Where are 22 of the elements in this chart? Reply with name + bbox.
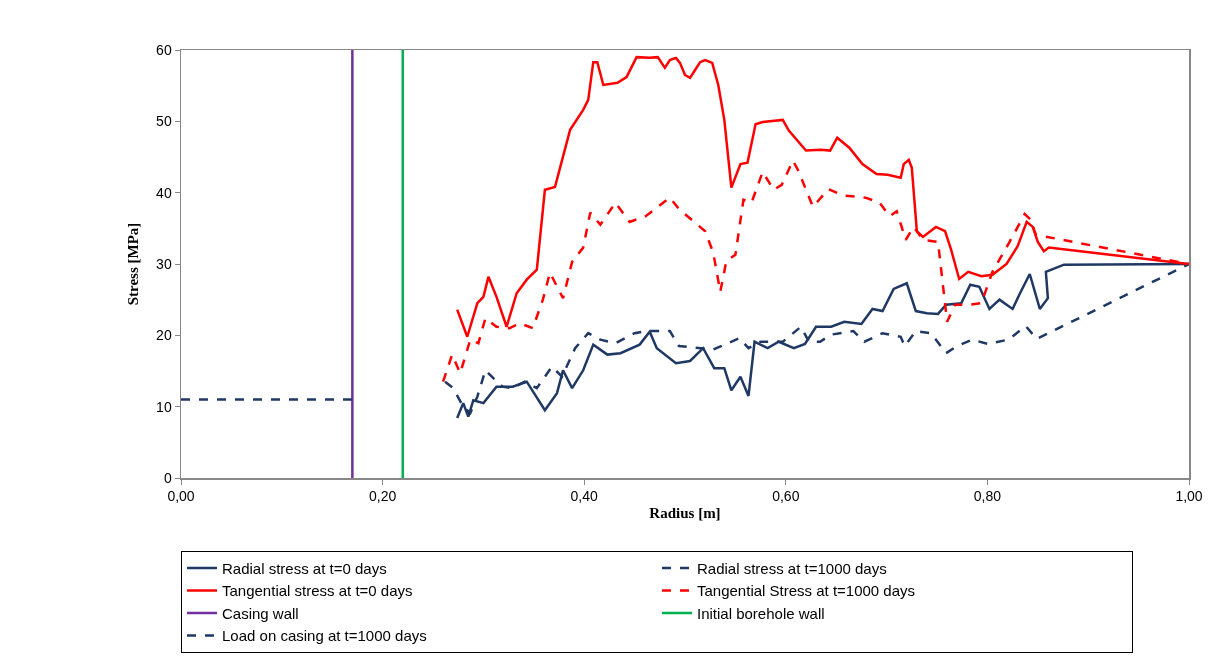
x-tick-label: 0,40 (570, 488, 599, 505)
legend-label: Radial stress at t=0 days (222, 559, 387, 577)
legend-label: Tangential Stress at t=1000 days (697, 582, 916, 600)
y-tick-label: 40 (156, 184, 172, 201)
y-tick-label: 60 (156, 41, 172, 58)
y-tick-label: 10 (156, 398, 172, 415)
y-tick-label: 30 (156, 255, 172, 272)
legend-label: Initial borehole wall (697, 604, 825, 622)
x-tick-label: 0,80 (973, 488, 1002, 505)
x-tick-label: 0,00 (167, 488, 195, 505)
y-tick-label: 20 (156, 327, 172, 344)
x-tick-label: 0,20 (368, 488, 397, 505)
legend-label: Tangential stress at t=0 days (222, 582, 413, 600)
y-axis-title: Stress [MPa] (124, 222, 141, 306)
x-axis-title: Radius [m] (649, 505, 721, 522)
y-tick-label: 50 (156, 113, 172, 130)
x-tick-label: 0,60 (772, 488, 800, 505)
legend-label: Load on casing at t=1000 days (222, 627, 427, 645)
legend-label: Casing wall (222, 604, 299, 622)
y-tick-label: 0 (163, 469, 172, 486)
x-tick-label: 1,00 (1175, 488, 1203, 505)
legend-label: Radial stress at t=1000 days (697, 559, 887, 577)
